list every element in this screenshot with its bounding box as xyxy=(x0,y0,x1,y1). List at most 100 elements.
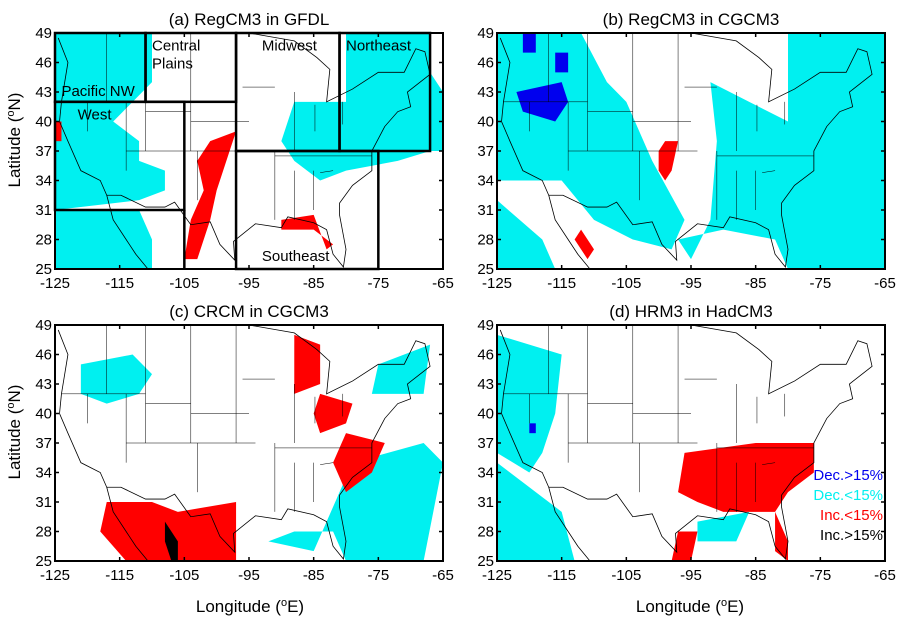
lat-tick-label: 25 xyxy=(35,553,52,570)
lon-tick-label: -65 xyxy=(432,567,454,584)
lat-tick-label: 31 xyxy=(35,202,52,219)
lon-tick-label: -105 xyxy=(169,567,199,584)
state-border xyxy=(320,170,334,173)
lat-tick-label: 37 xyxy=(477,435,494,452)
lat-tick-label: 43 xyxy=(35,376,52,393)
lat-tick-label: 28 xyxy=(35,232,52,249)
anomaly-area-dec-gt15 xyxy=(522,33,536,53)
lon-tick-label: -65 xyxy=(874,275,896,292)
y-axis-label-top: Latitude (oN) xyxy=(5,93,24,188)
coastline-mexico xyxy=(548,195,591,269)
lon-tick-label: -65 xyxy=(432,275,454,292)
state-border xyxy=(762,170,776,173)
lat-tick-label: 40 xyxy=(35,114,52,131)
anomaly-area-dec-lt15 xyxy=(497,200,556,269)
coastline xyxy=(57,325,431,560)
legend-entry: Inc.>15% xyxy=(820,527,883,544)
anomaly-area-inc-lt15 xyxy=(281,214,334,250)
anomaly-area-inc-lt15 xyxy=(55,121,62,142)
region-label-central-plains-2: Plains xyxy=(152,55,193,72)
lon-tick-label: -85 xyxy=(303,275,325,292)
anomaly-area-dec-lt15 xyxy=(55,33,165,210)
anomaly-area-inc-lt15 xyxy=(294,334,321,394)
lat-tick-label: 46 xyxy=(477,55,494,72)
lat-tick-label: 34 xyxy=(477,465,494,482)
region-label-west: West xyxy=(78,107,113,124)
lat-tick-label: 49 xyxy=(35,317,52,334)
lat-tick-label: 43 xyxy=(35,84,52,101)
anomaly-area-dec-lt15 xyxy=(55,210,152,269)
coastline-mexico xyxy=(106,195,149,269)
lon-tick-label: -105 xyxy=(169,275,199,292)
lon-tick-label: -105 xyxy=(611,275,641,292)
lat-tick-label: 40 xyxy=(477,114,494,131)
panel-title: (d) HRM3 in HadCM3 xyxy=(609,302,772,321)
lon-tick-label: -75 xyxy=(367,567,389,584)
map-panel: (b) RegCM3 in CGCM3 49 46 43 40 37 34 31 28 25-12… xyxy=(477,10,896,292)
lon-tick-label: -115 xyxy=(105,275,134,292)
lon-tick-label: -115 xyxy=(105,567,134,584)
anomaly-area-inc-lt15 xyxy=(658,141,679,181)
y-axis-label-bottom: Latitude (oN) xyxy=(5,385,24,480)
anomaly-area-inc-lt15 xyxy=(671,531,698,561)
anomaly-area-dec-lt15 xyxy=(281,33,431,181)
anomaly-area-dec-lt15 xyxy=(430,72,443,151)
lat-tick-label: 37 xyxy=(477,143,494,160)
lat-tick-label: 40 xyxy=(477,406,494,423)
anomaly-area-dec-lt15 xyxy=(697,511,750,542)
lon-tick-label: -125 xyxy=(40,275,70,292)
anomaly-area-dec-lt15 xyxy=(497,33,685,250)
lon-tick-label: -85 xyxy=(745,275,767,292)
panel-title: (b) RegCM3 in CGCM3 xyxy=(603,10,780,29)
anomaly-area-dec-lt15 xyxy=(371,344,431,394)
anomaly-area-inc-lt15 xyxy=(574,229,594,260)
map-panel: (c) CRCM in CGCM3 49 46 43 40 37 34 31 28 25-125 -… xyxy=(35,302,454,584)
anomaly-area-dec-gt15 xyxy=(529,423,536,434)
lat-tick-label: 43 xyxy=(477,84,494,101)
region-box xyxy=(53,100,186,212)
coastline xyxy=(499,325,873,560)
lon-tick-label: -125 xyxy=(482,567,512,584)
anomaly-area-dec-lt15 xyxy=(678,33,885,269)
map-panel: (a) RegCM3 in GFDL 49 46 43 40 37 34 31 28 25-125… xyxy=(35,10,454,292)
region-box xyxy=(234,149,380,271)
lon-tick-label: -95 xyxy=(238,567,260,584)
state-border xyxy=(762,462,776,465)
lon-tick-label: -115 xyxy=(547,275,576,292)
anomaly-area-dec-lt15 xyxy=(80,354,152,404)
map-panel: (d) HRM3 in HadCM3 49 46 43 40 37 34 31 28 25-125… xyxy=(477,302,896,584)
region-label-central-plains-1: Central xyxy=(152,38,200,55)
coastline xyxy=(57,33,431,268)
coastline-mexico xyxy=(548,487,591,561)
lat-tick-label: 34 xyxy=(35,465,52,482)
lon-tick-label: -75 xyxy=(809,567,831,584)
legend-entry: Inc.<15% xyxy=(820,507,883,524)
lon-tick-label: -105 xyxy=(611,567,641,584)
coastline xyxy=(499,33,873,268)
x-axis-label-right: Longitude (oE) xyxy=(636,597,744,616)
lat-tick-label: 49 xyxy=(477,25,494,42)
anomaly-area-dec-gt15 xyxy=(555,52,569,73)
anomaly-area-inc-lt15 xyxy=(678,443,814,512)
legend-entry: Dec.<15% xyxy=(813,487,883,504)
lat-tick-label: 46 xyxy=(477,347,494,364)
lat-tick-label: 31 xyxy=(477,494,494,511)
lon-tick-label: -65 xyxy=(874,567,896,584)
panel-title: (a) RegCM3 in GFDL xyxy=(169,10,330,29)
region-label-midwest: Midwest xyxy=(262,38,318,55)
lat-tick-label: 34 xyxy=(477,173,494,190)
lat-tick-label: 49 xyxy=(477,317,494,334)
lat-tick-label: 34 xyxy=(35,173,52,190)
lon-tick-label: -85 xyxy=(303,567,325,584)
lat-tick-label: 49 xyxy=(35,25,52,42)
region-label-northeast: Northeast xyxy=(346,38,412,55)
region-label-pacific-nw: Pacific NW xyxy=(61,83,135,100)
lat-tick-label: 25 xyxy=(35,261,52,278)
lat-tick-label: 40 xyxy=(35,406,52,423)
lat-tick-label: 46 xyxy=(35,55,52,72)
lat-tick-label: 25 xyxy=(477,553,494,570)
lat-tick-label: 28 xyxy=(477,524,494,541)
anomaly-area-inc-lt15 xyxy=(775,511,788,561)
lat-tick-label: 46 xyxy=(35,347,52,364)
lon-tick-label: -75 xyxy=(809,275,831,292)
